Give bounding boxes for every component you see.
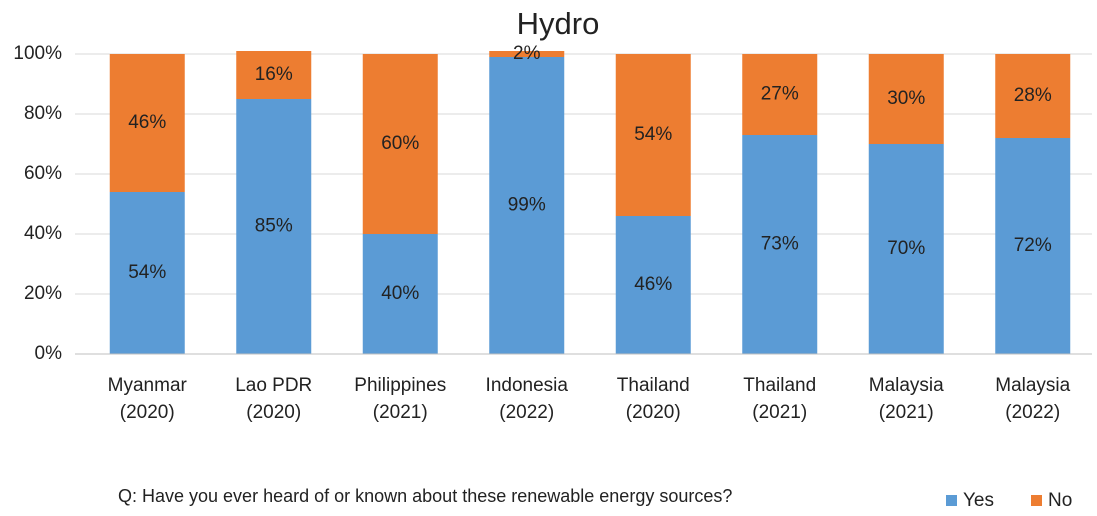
data-label: 30% <box>887 88 925 109</box>
data-label: 70% <box>887 238 925 259</box>
data-label: 46% <box>128 112 166 133</box>
annotation: Q: Have you ever heard of or known about… <box>118 486 732 506</box>
data-label: 54% <box>128 262 166 283</box>
data-label: 99% <box>508 195 546 216</box>
bar-segment <box>362 234 438 354</box>
bar-segment <box>742 135 818 354</box>
y-tick-label: 100% <box>13 43 62 64</box>
bar-segment <box>236 99 312 354</box>
x-tick-label: Myanmar (2020) <box>107 375 187 423</box>
data-label: 46% <box>634 274 672 295</box>
data-label: 54% <box>634 124 672 145</box>
x-tick-label: Thailand (2021) <box>743 375 817 423</box>
bar-segment <box>995 138 1071 354</box>
legend-swatch <box>946 495 957 506</box>
bar-segment <box>489 57 565 354</box>
data-label: 2% <box>513 43 541 64</box>
x-tick-label: Malaysia (2021) <box>868 375 944 423</box>
y-tick-label: 20% <box>24 283 62 304</box>
legend-label: No <box>1048 490 1072 511</box>
y-tick-label: 60% <box>24 163 62 184</box>
legend-label: Yes <box>963 490 994 511</box>
data-label: 27% <box>761 84 799 105</box>
bar-segment <box>362 54 438 234</box>
y-tick-label: 40% <box>24 223 62 244</box>
x-tick-label: Malaysia (2022) <box>995 375 1071 423</box>
x-tick-label: Thailand (2020) <box>616 375 690 423</box>
data-label: 16% <box>255 64 293 85</box>
y-tick-label: 0% <box>35 343 63 364</box>
bar-segment <box>995 54 1071 138</box>
data-label: 73% <box>761 234 799 255</box>
x-tick-label: Lao PDR (2020) <box>235 375 313 423</box>
bar-segment <box>742 54 818 135</box>
bar-segment <box>236 51 312 99</box>
data-label: 40% <box>381 283 419 304</box>
data-label: 60% <box>381 133 419 154</box>
bar-segment <box>109 54 185 192</box>
data-label: 85% <box>255 216 293 237</box>
legend-swatch <box>1031 495 1042 506</box>
bar-segment <box>615 54 691 216</box>
bar-segment <box>109 192 185 354</box>
bar-segment <box>868 54 944 144</box>
y-tick-label: 80% <box>24 103 62 124</box>
data-label: 28% <box>1014 85 1052 106</box>
x-tick-label: Indonesia (2022) <box>485 375 568 423</box>
bar-segment <box>868 144 944 354</box>
bar-segment <box>615 216 691 354</box>
data-label: 72% <box>1014 235 1052 256</box>
x-tick-label: Philippines (2021) <box>354 375 447 423</box>
bar-segment <box>489 51 565 57</box>
chart-title: Hydro <box>517 6 600 41</box>
